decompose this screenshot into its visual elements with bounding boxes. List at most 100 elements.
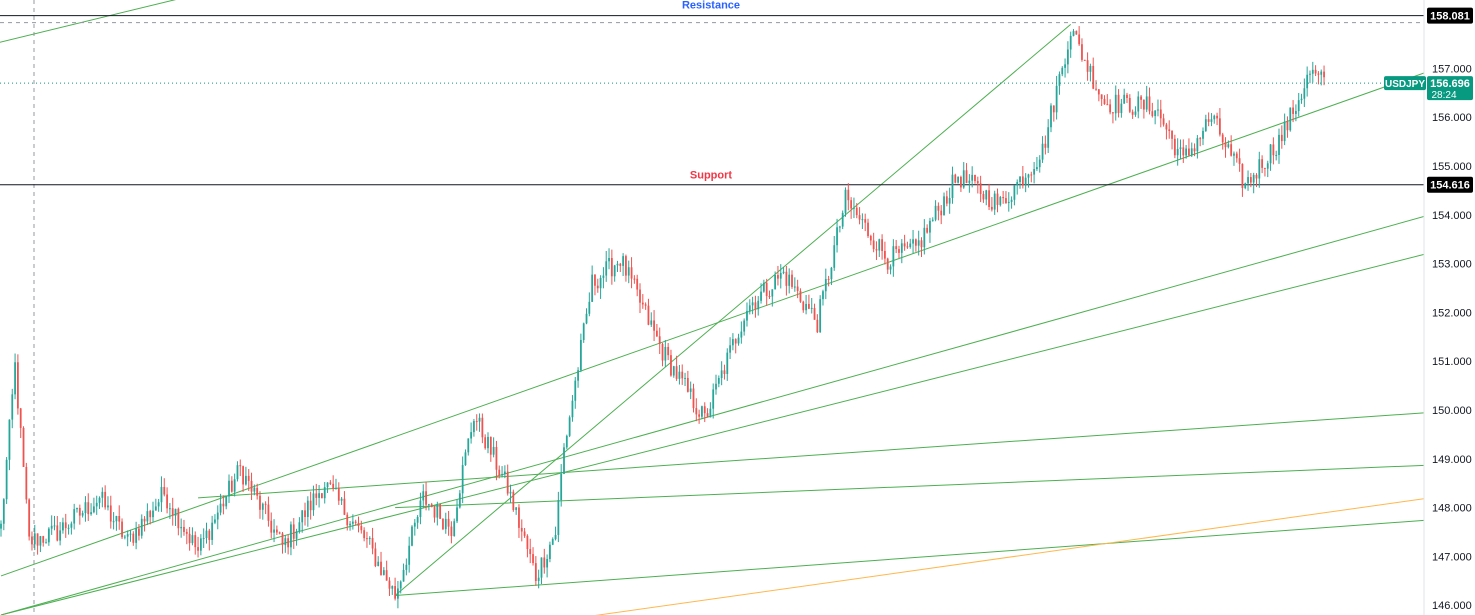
candle: [101, 487, 104, 508]
candle: [858, 207, 861, 225]
candle: [444, 512, 447, 534]
candle: [236, 461, 239, 482]
candle: [205, 522, 208, 544]
candle: [470, 422, 473, 444]
candle: [757, 296, 760, 316]
candle: [605, 250, 608, 282]
candle: [698, 409, 701, 424]
candle: [869, 234, 872, 246]
candle: [411, 525, 413, 547]
candle: [98, 496, 101, 509]
candle: [1013, 185, 1016, 206]
candle: [1117, 89, 1120, 118]
candle: [661, 342, 664, 367]
candle: [222, 495, 225, 515]
candle: [453, 518, 456, 537]
candle: [458, 490, 461, 509]
candle: [596, 278, 599, 293]
candle: [1252, 172, 1255, 194]
y-tick-label: 155.000: [1432, 161, 1472, 173]
candle: [59, 522, 62, 546]
candle: [518, 504, 520, 538]
candle: [28, 498, 31, 541]
trendline-5[interactable]: [394, 24, 1072, 596]
candle: [506, 464, 509, 496]
candle: [484, 434, 487, 450]
candle: [318, 485, 320, 508]
candle: [95, 495, 98, 515]
candle: [1145, 85, 1148, 113]
candle: [926, 224, 929, 234]
trendline-4[interactable]: [395, 516, 1465, 596]
candle: [87, 493, 90, 521]
candle: [1196, 135, 1199, 159]
candle: [42, 535, 45, 547]
candle: [171, 497, 174, 526]
candle: [298, 517, 301, 534]
candle: [974, 174, 976, 184]
candle: [39, 535, 42, 553]
candle: [447, 510, 450, 536]
orange-trendline[interactable]: [564, 492, 1465, 615]
candle: [793, 277, 796, 292]
candle: [275, 525, 278, 536]
trendline-3[interactable]: [395, 463, 1465, 509]
candle: [160, 476, 163, 512]
candle: [121, 518, 123, 540]
symbol-tag: [1384, 76, 1426, 91]
candle: [149, 509, 152, 525]
candle: [557, 491, 560, 543]
candle: [875, 241, 878, 260]
candle: [14, 353, 16, 400]
trendline-2[interactable]: [198, 409, 1465, 499]
candle: [442, 518, 444, 531]
candle: [993, 190, 996, 215]
candle: [163, 478, 166, 497]
candle: [394, 577, 396, 601]
candle: [1050, 103, 1052, 133]
candle: [782, 267, 785, 275]
price-axis[interactable]: 146.000 147.000 148.000 149.000 150.000 151.0…: [1423, 0, 1475, 615]
trendline-6[interactable]: [0, 58, 1465, 577]
price-axis-bg[interactable]: [1424, 0, 1475, 615]
candle: [0, 520, 2, 537]
candle: [1154, 110, 1157, 125]
candle: [335, 478, 337, 490]
candle: [360, 520, 363, 534]
candle: [90, 503, 92, 516]
candle: [349, 520, 351, 531]
candle: [847, 183, 850, 211]
candle: [19, 407, 22, 439]
candle: [1052, 105, 1055, 122]
trendline-0[interactable]: [0, 204, 1465, 615]
candle: [872, 232, 875, 253]
candle: [1019, 176, 1021, 189]
candle: [346, 512, 349, 531]
candle: [306, 496, 309, 527]
candle: [943, 192, 945, 216]
candle: [965, 163, 968, 184]
candle: [399, 580, 402, 594]
trendline-7[interactable]: [0, 0, 254, 49]
trendline-1[interactable]: [0, 243, 1465, 615]
candle: [36, 533, 39, 555]
candle: [1241, 163, 1244, 197]
candle: [183, 519, 185, 536]
last-price-text: 156.696: [1430, 78, 1470, 90]
candle: [185, 528, 188, 545]
candle: [1258, 151, 1261, 188]
candle: [467, 438, 470, 456]
candle: [326, 482, 329, 493]
candle: [692, 383, 695, 413]
candle: [565, 434, 568, 450]
levels-layer[interactable]: Resistance Support: [0, 0, 1424, 186]
candle: [301, 510, 304, 533]
candle: [1202, 127, 1204, 146]
candle: [838, 225, 841, 233]
candle: [844, 187, 847, 217]
candle: [968, 174, 971, 193]
candle: [689, 381, 692, 400]
